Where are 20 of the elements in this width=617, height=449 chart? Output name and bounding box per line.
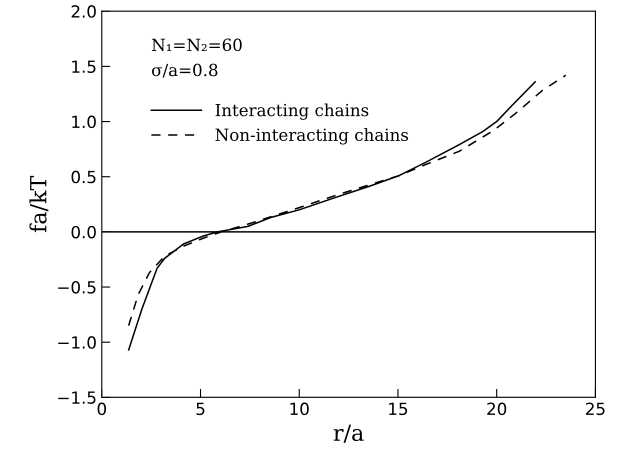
y-tick-label: −0.5 — [58, 281, 96, 294]
x-tick-label: 20 — [487, 402, 506, 416]
annotation: σ/a=0.8 — [152, 64, 218, 78]
y-tick-label: −1.0 — [58, 336, 96, 349]
legend-label: Interacting chains — [216, 103, 368, 120]
x-tick-label: 10 — [290, 402, 309, 416]
y-tick-label: 0.0 — [72, 226, 96, 238]
y-tick-label: −1.5 — [58, 392, 96, 404]
x-axis-title: r/a — [334, 424, 364, 443]
y-tick-label: 2.0 — [72, 5, 96, 18]
annotation: N₁=N₂=60 — [152, 38, 242, 52]
y-tick-label: 1.5 — [72, 60, 96, 73]
legend-label: Non-interacting chains — [216, 128, 408, 145]
x-tick-label: 5 — [196, 402, 204, 416]
y-tick-label: 0.5 — [72, 170, 96, 184]
x-tick-label: 25 — [586, 402, 605, 416]
y-axis-title: fa/kT — [29, 176, 48, 232]
x-tick-label: 0 — [98, 402, 106, 416]
x-tick-label: 15 — [389, 402, 408, 416]
y-tick-label: 1.0 — [72, 116, 96, 128]
